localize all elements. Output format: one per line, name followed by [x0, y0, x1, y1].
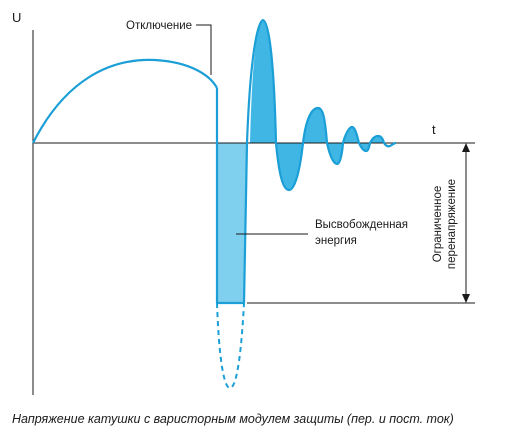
diagram-caption: Напряжение катушки с варисторным модулем…	[12, 412, 454, 426]
limited-overvoltage-label: Ограниченное перенапряжение	[432, 179, 458, 269]
limit-arrow-down	[462, 294, 470, 303]
released-energy-label-line1: Высвобожденная	[315, 219, 408, 231]
y-axis-label: U	[12, 10, 21, 25]
unprotected-overshoot-dashed	[216, 302, 245, 390]
released-energy-area	[217, 143, 247, 303]
limited-overvoltage-label-line2: перенапряжение	[446, 179, 458, 269]
released-energy-label-line2: энергия	[315, 235, 357, 247]
cutoff-label: Отключение	[126, 20, 192, 32]
voltage-curve-before-cutoff	[32, 58, 218, 144]
oscillation-lobe-neg-2	[327, 143, 343, 164]
cutoff-leader-line	[196, 24, 212, 75]
voltage-curve-oscillation	[245, 18, 397, 192]
x-axis-label: t	[432, 122, 436, 137]
oscillation-lobe-2	[303, 108, 327, 143]
limited-overvoltage-label-line1: Ограниченное	[432, 186, 444, 263]
limit-arrow-up	[462, 143, 470, 152]
oscillation-lobe-1	[250, 20, 276, 143]
